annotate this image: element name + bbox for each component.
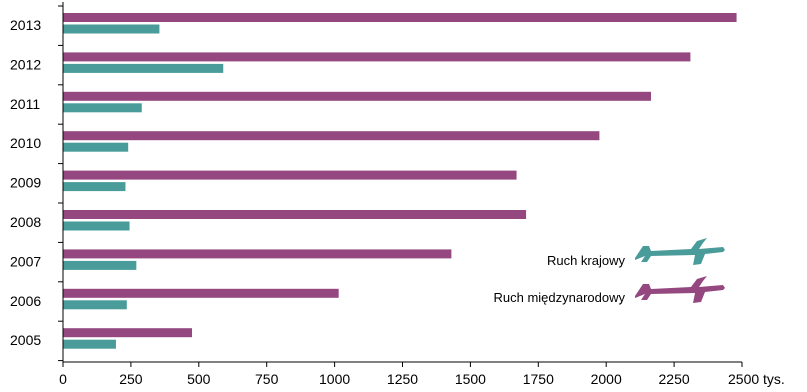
x-tick-label: 1250 xyxy=(387,371,418,387)
legend: Ruch krajowy Ruch międzynarodowy xyxy=(493,238,725,305)
bar-krajowy xyxy=(63,221,130,231)
bar-krajowy xyxy=(63,142,129,152)
bar-krajowy xyxy=(63,103,142,113)
y-tick-label: 2007 xyxy=(10,253,41,269)
axes: 0 250 500 750 1000 1250 1500 1750 2000 2250 2500 t… xyxy=(10,2,785,387)
bar-krajowy xyxy=(63,24,160,34)
x-tick-label: 1500 xyxy=(455,371,486,387)
bar-krajowy xyxy=(63,182,126,192)
y-tick-label: 2011 xyxy=(10,96,40,112)
x-tick-label: 1000 xyxy=(319,371,350,387)
x-tick-label: 1750 xyxy=(523,371,554,387)
bar-krajowy xyxy=(63,300,127,310)
x-tick-label: 250 xyxy=(119,371,143,387)
bar-miedzynarodowy xyxy=(63,91,652,101)
bar-miedzynarodowy xyxy=(63,170,517,180)
y-tick-label: 2012 xyxy=(10,56,41,72)
bar-krajowy xyxy=(63,63,224,73)
y-tick-label: 2006 xyxy=(10,293,41,309)
bar-miedzynarodowy xyxy=(63,131,600,141)
y-tick-label: 2010 xyxy=(10,135,41,151)
x-tick-label: 750 xyxy=(255,371,279,387)
bar-miedzynarodowy xyxy=(63,210,527,219)
airplane-icon xyxy=(635,238,725,265)
legend-label-miedzynarodowy: Ruch międzynarodowy xyxy=(493,290,625,305)
plot-area xyxy=(63,13,737,349)
x-tick-label: 0 xyxy=(59,371,67,387)
y-tick-label: 2013 xyxy=(10,17,41,33)
x-tick-label: 2000 xyxy=(591,371,622,387)
airplane-icon xyxy=(635,276,725,303)
y-tick-label: 2009 xyxy=(10,175,41,191)
bar-krajowy xyxy=(63,260,137,270)
legend-item-miedzynarodowy: Ruch międzynarodowy xyxy=(493,276,725,305)
bar-miedzynarodowy xyxy=(63,288,339,298)
y-tick-label: 2008 xyxy=(10,214,41,230)
bar-miedzynarodowy xyxy=(63,52,691,62)
x-tick-label: 2500 tys. xyxy=(728,371,785,387)
bar-miedzynarodowy xyxy=(63,249,452,259)
x-tick-label: 2250 xyxy=(659,371,690,387)
legend-label-krajowy: Ruch krajowy xyxy=(547,253,626,268)
bar-miedzynarodowy xyxy=(63,328,193,338)
legend-item-krajowy: Ruch krajowy xyxy=(547,238,725,268)
x-tick-label: 500 xyxy=(187,371,211,387)
bar-krajowy xyxy=(63,339,116,349)
y-tick-label: 2005 xyxy=(10,332,41,348)
bar-miedzynarodowy xyxy=(63,13,737,22)
